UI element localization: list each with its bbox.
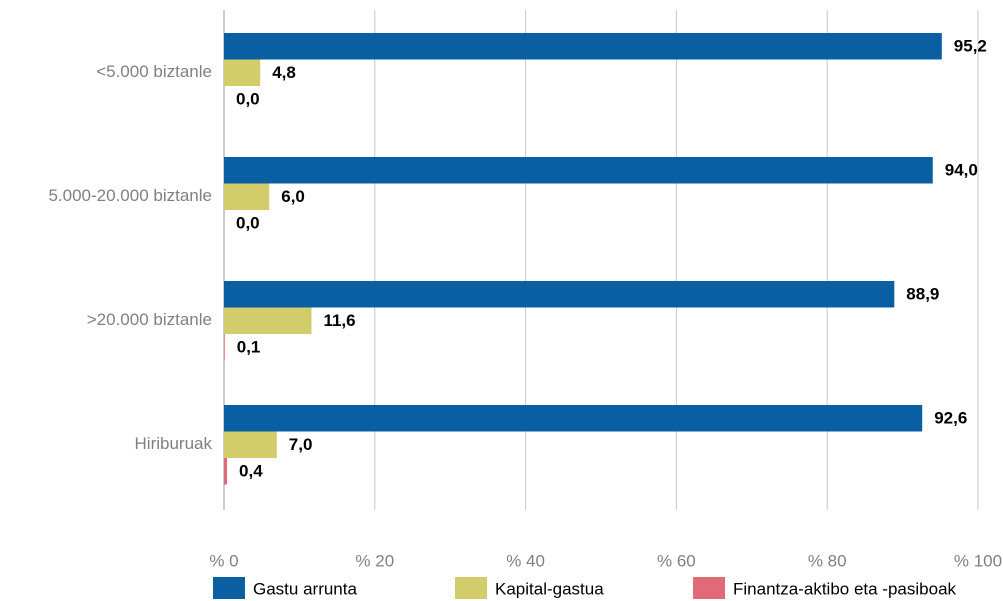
x-tick-label: % 60 bbox=[657, 551, 696, 570]
bar bbox=[224, 307, 312, 334]
value-label: 0,4 bbox=[239, 462, 263, 481]
category-label: Hiriburuak bbox=[135, 434, 213, 453]
value-label: 88,9 bbox=[906, 285, 939, 304]
legend-swatch bbox=[213, 577, 245, 599]
value-label: 11,6 bbox=[323, 311, 355, 330]
value-label: 95,2 bbox=[954, 37, 987, 56]
category-label: 5.000-20.000 biztanle bbox=[48, 186, 212, 205]
bar bbox=[224, 33, 942, 60]
x-tick-label: % 20 bbox=[355, 551, 394, 570]
value-label: 92,6 bbox=[934, 409, 967, 428]
x-tick-label: % 40 bbox=[506, 551, 545, 570]
bar bbox=[224, 157, 933, 184]
value-label: 0,0 bbox=[236, 214, 260, 233]
value-label: 6,0 bbox=[281, 187, 305, 206]
x-tick-label: % 0 bbox=[209, 551, 238, 570]
legend-label: Kapital-gastua bbox=[495, 579, 604, 598]
bar bbox=[224, 458, 228, 485]
legend-swatch bbox=[455, 577, 487, 599]
legend-label: Gastu arrunta bbox=[253, 579, 357, 598]
bar bbox=[224, 405, 923, 432]
x-tick-label: % 80 bbox=[808, 551, 847, 570]
value-label: 0,0 bbox=[236, 90, 260, 109]
value-label: 0,1 bbox=[237, 338, 261, 357]
bar bbox=[224, 183, 270, 210]
category-label: >20.000 biztanle bbox=[87, 310, 212, 329]
bar bbox=[224, 59, 261, 86]
value-label: 4,8 bbox=[272, 63, 296, 82]
value-label: 94,0 bbox=[945, 161, 978, 180]
value-label: 7,0 bbox=[289, 435, 313, 454]
bar bbox=[224, 334, 225, 361]
legend-label: Finantza-aktibo eta -pasiboak bbox=[733, 579, 957, 598]
bar bbox=[224, 281, 895, 308]
legend-swatch bbox=[693, 577, 725, 599]
x-tick-label: % 100 bbox=[954, 551, 1002, 570]
category-label: <5.000 biztanle bbox=[96, 62, 212, 81]
bar bbox=[224, 431, 277, 458]
